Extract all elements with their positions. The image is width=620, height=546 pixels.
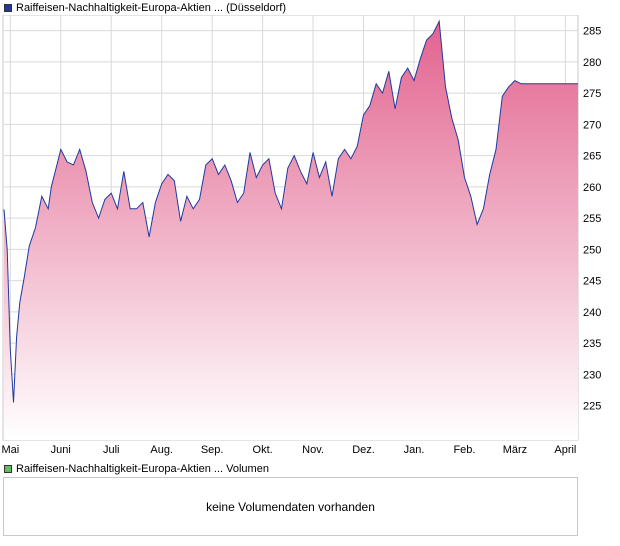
y-tick-label: 280 [583, 57, 601, 69]
y-tick-label: 225 [583, 401, 601, 413]
x-tick-label: Mai [1, 444, 19, 456]
y-tick-label: 250 [583, 244, 601, 256]
y-tick-label: 235 [583, 338, 601, 350]
y-tick-label: 285 [583, 26, 601, 38]
x-tick-label: März [503, 444, 527, 456]
x-tick-label: Nov. [302, 444, 324, 456]
legend-main: Raiffeisen-Nachhaltigkeit-Europa-Aktien … [4, 1, 286, 15]
x-axis: Mai Juni Juli Aug. Sep. Okt. Nov. Dez. Jan. Feb. M… [1, 444, 576, 456]
x-tick-label: Okt. [253, 444, 273, 456]
legend-volume-swatch [4, 465, 12, 473]
y-tick-label: 260 [583, 182, 601, 194]
y-tick-label: 270 [583, 119, 601, 131]
price-line [3, 19, 578, 403]
x-tick-label: Juli [103, 444, 120, 456]
y-tick-label: 275 [583, 88, 601, 100]
volume-panel: keine Volumendaten vorhanden [3, 477, 578, 536]
legend-volume-label: Raiffeisen-Nachhaltigkeit-Europa-Aktien … [16, 463, 269, 475]
x-tick-label: Jan. [404, 444, 425, 456]
price-chart: 225230235240245250255260265270275280285 … [1, 15, 601, 456]
x-tick-label: Feb. [453, 444, 475, 456]
y-tick-label: 240 [583, 307, 601, 319]
x-tick-label: Dez. [352, 444, 375, 456]
x-tick-label: April [554, 444, 576, 456]
legend-main-label: Raiffeisen-Nachhaltigkeit-Europa-Aktien … [16, 2, 287, 14]
y-axis: 225 230 235 240 245 250 255 260 265 270 275 280 285 [583, 26, 601, 413]
x-tick-label: Sep. [201, 444, 224, 456]
x-tick-label: Juni [51, 444, 71, 456]
price-area [4, 21, 578, 441]
x-tick-label: Aug. [150, 444, 173, 456]
y-tick-label: 265 [583, 151, 601, 163]
y-tick-label: 245 [583, 276, 601, 288]
y-tick-label: 255 [583, 213, 601, 225]
volume-empty-message: keine Volumendaten vorhanden [206, 499, 375, 514]
y-tick-label: 230 [583, 369, 601, 381]
legend-volume: Raiffeisen-Nachhaltigkeit-Europa-Aktien … [4, 462, 269, 476]
legend-main-swatch [4, 4, 12, 12]
